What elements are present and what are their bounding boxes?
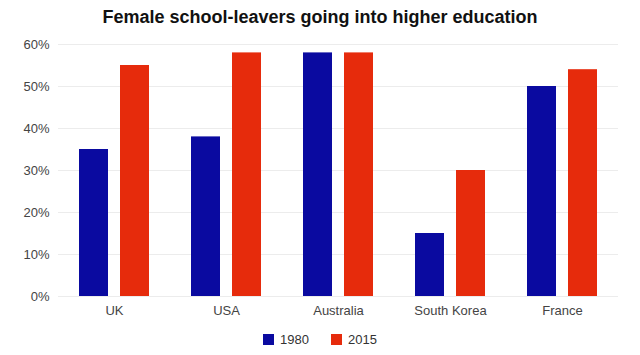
html-text:Female school-leavers going in: Female school-leavers going into higher … xyxy=(102,7,538,27)
svg-text:0%: 0% xyxy=(31,289,50,304)
svg-text:UK: UK xyxy=(105,303,123,318)
svg-text:South Korea: South Korea xyxy=(414,303,487,318)
svg-text:40%: 40% xyxy=(23,121,49,136)
svg-text:60%: 60% xyxy=(23,37,49,52)
svg-text:France: France xyxy=(542,303,582,318)
svg-text:30%: 30% xyxy=(23,163,49,178)
svg-text:10%: 10% xyxy=(23,247,49,262)
svg-text:50%: 50% xyxy=(23,79,49,94)
html-text:1980: 1980 xyxy=(280,331,309,347)
svg-text:Australia: Australia xyxy=(313,303,364,318)
svg-text:20%: 20% xyxy=(23,205,49,220)
svg-text:USA: USA xyxy=(213,303,240,318)
html-text:2015: 2015 xyxy=(348,331,377,347)
